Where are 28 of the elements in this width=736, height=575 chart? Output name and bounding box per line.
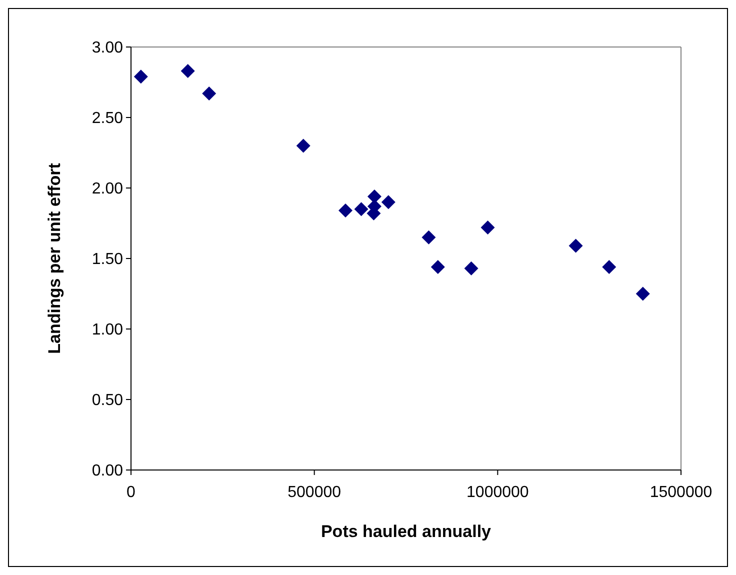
y-tick-label: 0.50 xyxy=(92,392,124,410)
point xyxy=(480,220,495,234)
y-tick-label: 2.50 xyxy=(92,110,124,128)
point xyxy=(422,230,436,244)
point xyxy=(180,64,195,78)
y-tick-label: 3.00 xyxy=(92,40,124,57)
x-tick-label: 0 xyxy=(126,484,136,501)
point xyxy=(636,286,650,301)
point xyxy=(464,261,478,276)
point xyxy=(568,238,583,253)
point xyxy=(367,189,382,204)
y-tick-label: 1.00 xyxy=(92,322,124,339)
y-axis-title: Landings per unit effort xyxy=(45,162,64,354)
y-tick-label: 2.00 xyxy=(92,180,124,198)
x-tick-label: 1500000 xyxy=(650,484,712,501)
x-tick-label: 500000 xyxy=(288,484,342,501)
point xyxy=(602,260,616,274)
point xyxy=(381,195,396,210)
x-axis-title: Pots hauled annually xyxy=(320,522,492,541)
point xyxy=(296,138,310,153)
point xyxy=(338,204,352,218)
point xyxy=(430,260,445,274)
x-tick-label: 1000000 xyxy=(466,484,529,501)
point xyxy=(202,86,216,101)
point xyxy=(134,70,148,84)
point xyxy=(354,202,368,216)
y-tick-label: 0.00 xyxy=(92,462,124,480)
y-tick-label: 1.50 xyxy=(92,251,124,268)
